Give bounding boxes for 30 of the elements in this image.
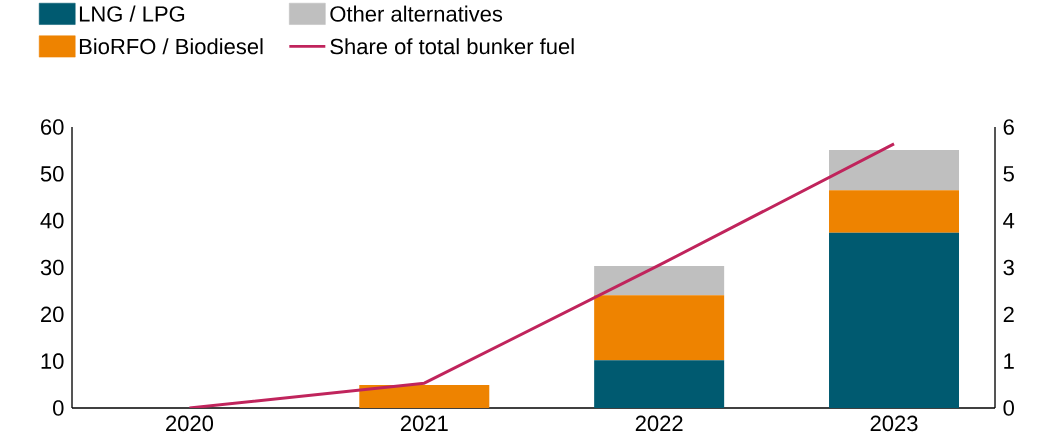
bar [829,190,960,233]
y2-tick-label: 4 [1003,213,1015,229]
bar [594,295,725,361]
y-tick-label: 50 [40,166,64,182]
legend-label: LNG / LPG [79,5,185,22]
y2-tick-label: 6 [1003,119,1014,135]
x-tick-label: 2022 [635,415,683,432]
y-tick-label: 20 [41,306,64,323]
bar [594,266,725,296]
y2-tick-label: 3 [1003,259,1014,276]
bar [829,232,960,408]
y2-tick-label: 5 [1003,166,1014,182]
legend-label: BioRFO / Biodiesel [79,38,263,55]
y-tick-label: 10 [41,353,64,369]
x-tick-label: 2020 [166,415,214,432]
y-tick-label: 0 [53,400,64,416]
y2-tick-label: 1 [1004,353,1014,369]
y-tick-label: 30 [40,259,64,276]
x-tick-label: 2021 [400,415,448,432]
bar [829,149,960,191]
legend-label: Other alternatives [330,5,503,22]
y-tick-label: 60 [41,119,64,135]
x-tick-label: 2023 [870,415,918,432]
legend-label: Share of total bunker fuel [330,38,574,55]
bar [359,385,490,408]
line-series [187,142,896,408]
y2-tick-label: 0 [1003,400,1014,416]
y-tick-label: 40 [40,212,64,229]
y2-tick-label: 2 [1003,306,1014,323]
bar [594,360,725,408]
